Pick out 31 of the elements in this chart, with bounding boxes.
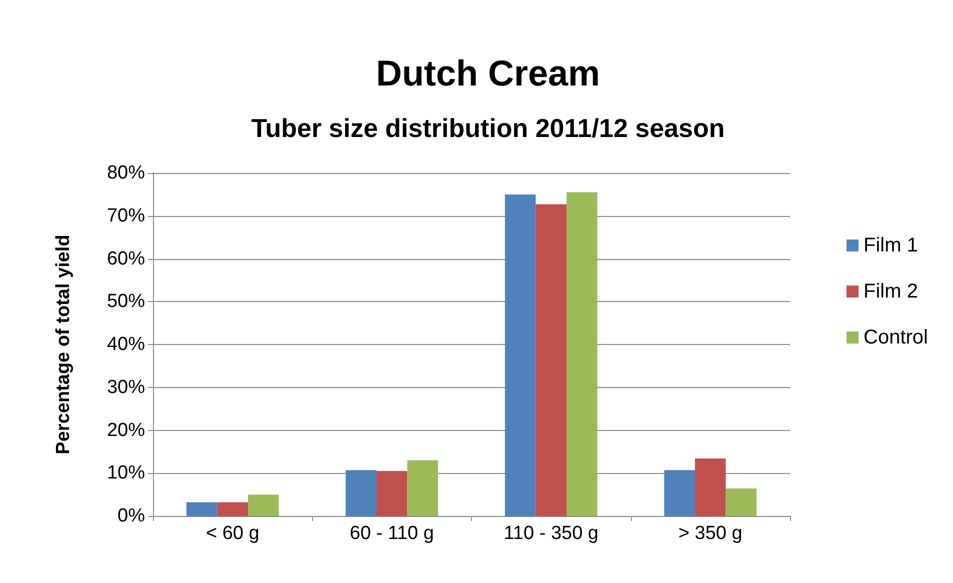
y-tick-label: 70% <box>106 205 146 226</box>
x-tick-label: 60 - 110 g <box>350 523 434 544</box>
bar <box>186 502 218 516</box>
y-tick-label: 0% <box>118 506 146 526</box>
bar <box>217 502 248 516</box>
bar <box>566 192 598 516</box>
x-tick-label: > 350 g <box>678 523 742 544</box>
y-tick-label: 10% <box>106 462 146 484</box>
bar <box>376 470 408 516</box>
bar <box>726 488 757 516</box>
chart-subtitle: Tuber size distribution 2011/12 season <box>251 113 725 143</box>
y-tick-label: 60% <box>106 248 146 270</box>
bar <box>536 204 567 516</box>
y-tick-label: 30% <box>106 376 146 398</box>
y-tick-label: 80% <box>106 162 146 184</box>
y-axis-title: Percentage of total yield <box>53 234 74 454</box>
y-tick-label: 20% <box>106 420 146 441</box>
y-tick-label: 50% <box>106 291 146 312</box>
y-tick-label: 40% <box>106 334 146 355</box>
bar <box>407 460 438 516</box>
x-tick-label: 110 - 350 g <box>504 523 598 544</box>
legend-label: Film 1 <box>864 234 918 256</box>
bar <box>694 458 726 516</box>
legend-label: Film 2 <box>864 280 918 302</box>
bar <box>504 194 536 516</box>
chart-title: Dutch Cream <box>376 52 600 94</box>
bar <box>346 470 376 516</box>
bar <box>664 470 695 516</box>
x-tick-label: < 60 g <box>206 523 260 544</box>
bar <box>248 494 279 516</box>
legend-label: Control <box>864 326 928 348</box>
